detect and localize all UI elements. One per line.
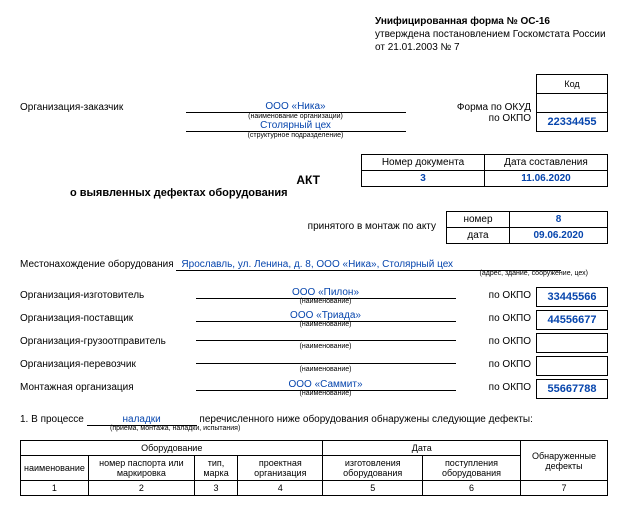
defects-table: Оборудование Дата Обнаруженные дефекты н… — [20, 440, 608, 496]
org-okpo-value: 55667788 — [536, 379, 608, 399]
form-title: Унифицированная форма № ОС-16 — [375, 16, 550, 27]
customer-label: Организация-заказчик — [20, 102, 160, 113]
th-project: проектная организация — [238, 456, 323, 481]
col-num: 1 — [21, 481, 89, 496]
acc-num-value: 8 — [510, 212, 608, 228]
org-okpo-value — [536, 333, 608, 353]
col-num: 5 — [323, 481, 423, 496]
th-passport: номер паспорта или маркировка — [88, 456, 194, 481]
org-label: Организация-изготовитель — [20, 287, 180, 301]
th-type: тип, марка — [194, 456, 237, 481]
act-subtitle: о выявленных дефектах оборудования — [70, 187, 608, 199]
org-okpo-value: 44556677 — [536, 310, 608, 330]
doc-number-table: Номер документа Дата составления 3 11.06… — [361, 154, 608, 187]
doc-num-label: Номер документа — [362, 155, 485, 171]
okpo-label: по ОКПО — [431, 113, 536, 124]
col-num: 7 — [521, 481, 608, 496]
form-header: Унифицированная форма № ОС-16 утверждена… — [375, 15, 608, 54]
code-header: Код — [536, 74, 608, 93]
form-approved: утверждена постановлением Госкомстата Ро… — [375, 29, 606, 40]
process-hint: (приема, монтажа, наладки, испытания) — [110, 425, 310, 432]
process-suffix: перечисленного ниже оборудования обнаруж… — [199, 414, 532, 425]
doc-date-value: 11.06.2020 — [485, 171, 608, 187]
org-okpo-label: по ОКПО — [471, 356, 536, 370]
th-made: изготовления оборудования — [323, 456, 423, 481]
process-prefix: 1. В процессе — [20, 414, 84, 425]
col-num: 6 — [422, 481, 520, 496]
doc-date-label: Дата составления — [485, 155, 608, 171]
th-receipt: поступления оборудования — [422, 456, 520, 481]
location-label: Местонахождение оборудования — [20, 259, 174, 270]
org-hint: (наименование) — [180, 366, 471, 373]
okud-label: Форма по ОКУД — [431, 102, 536, 113]
org-hint: (наименование) — [180, 298, 471, 305]
org-label: Организация-поставщик — [20, 310, 180, 324]
customer-name-hint: (наименование организации) — [186, 113, 406, 120]
org-label: Организация-перевозчик — [20, 356, 180, 370]
acc-date-label: дата — [447, 228, 510, 244]
acceptance-text: принятого в монтаж по акту — [308, 221, 446, 244]
doc-num-value: 3 — [362, 171, 485, 187]
th-defects: Обнаруженные дефекты — [521, 441, 608, 481]
org-okpo-label: по ОКПО — [471, 287, 536, 301]
customer-subdiv: Столярный цех — [186, 120, 406, 132]
act-title: АКТ — [296, 173, 320, 187]
org-label: Монтажная организация — [20, 379, 180, 393]
customer-subdiv-hint: (структурное подразделение) — [186, 132, 406, 139]
org-okpo-value — [536, 356, 608, 376]
col-num: 3 — [194, 481, 237, 496]
acc-date-value: 09.06.2020 — [510, 228, 608, 244]
acc-num-label: номер — [447, 212, 510, 228]
col-num: 4 — [238, 481, 323, 496]
acceptance-table: номер 8 дата 09.06.2020 — [446, 211, 608, 244]
org-okpo-value: 33445566 — [536, 287, 608, 307]
okud-value — [536, 93, 608, 113]
org-value — [196, 363, 456, 364]
org-label: Организация-грузоотправитель — [20, 333, 180, 347]
th-equip: Оборудование — [21, 441, 323, 456]
org-value — [196, 340, 456, 341]
okpo-value: 22334455 — [536, 113, 608, 132]
org-okpo-label: по ОКПО — [471, 379, 536, 393]
org-hint: (наименование) — [180, 390, 471, 397]
th-date: Дата — [323, 441, 521, 456]
org-okpo-label: по ОКПО — [471, 333, 536, 347]
org-hint: (наименование) — [180, 343, 471, 350]
org-okpo-label: по ОКПО — [471, 310, 536, 324]
col-num: 2 — [88, 481, 194, 496]
form-date: от 21.01.2003 № 7 — [375, 42, 460, 53]
customer-name: ООО «Ника» — [186, 101, 406, 113]
th-name: наименование — [21, 456, 89, 481]
location-hint: (адрес, здание, сооружение, цех) — [20, 270, 608, 277]
org-hint: (наименование) — [180, 321, 471, 328]
